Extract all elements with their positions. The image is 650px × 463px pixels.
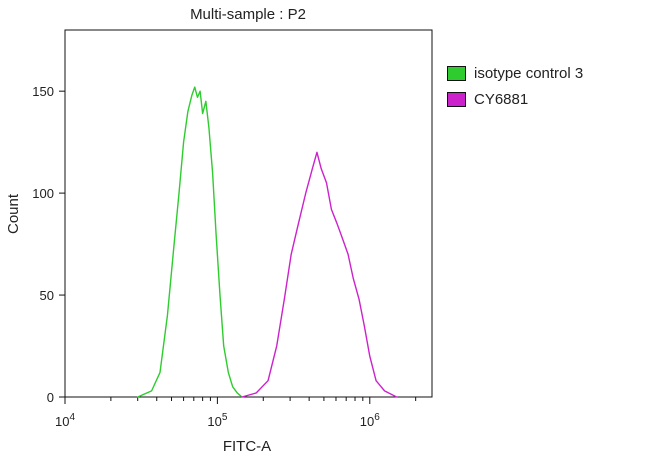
cy6881-histogram-line <box>241 151 398 398</box>
legend-item-isotype-control: isotype control 3 <box>447 60 642 86</box>
x-tick-label: 105 <box>207 412 227 429</box>
y-tick-label: 0 <box>47 390 54 405</box>
y-tick-label: 50 <box>40 288 54 303</box>
plot-frame <box>64 29 433 398</box>
x-tick-label: 104 <box>55 412 75 429</box>
x-tick-label: 106 <box>360 412 380 429</box>
legend-item-cy6881: CY6881 <box>447 86 642 112</box>
isotype-control-histogram-line <box>137 86 243 398</box>
legend: isotype control 3 CY6881 <box>447 60 642 112</box>
y-tick-label: 100 <box>32 186 54 201</box>
x-axis-ticks: 104 105 106 <box>55 397 417 429</box>
legend-label-isotype-control: isotype control 3 <box>474 64 584 82</box>
legend-swatch-isotype-control <box>447 65 466 81</box>
y-tick-label: 150 <box>32 84 54 99</box>
legend-swatch-cy6881 <box>447 91 466 107</box>
chart-title: Multi-sample : P2 <box>190 6 306 23</box>
legend-label-cy6881: CY6881 <box>474 90 529 108</box>
series-layer <box>137 86 398 398</box>
x-axis-label: FITC-A <box>223 438 271 455</box>
y-axis-ticks: 0 50 100 150 <box>32 84 65 405</box>
y-axis-label: Count <box>5 193 22 234</box>
